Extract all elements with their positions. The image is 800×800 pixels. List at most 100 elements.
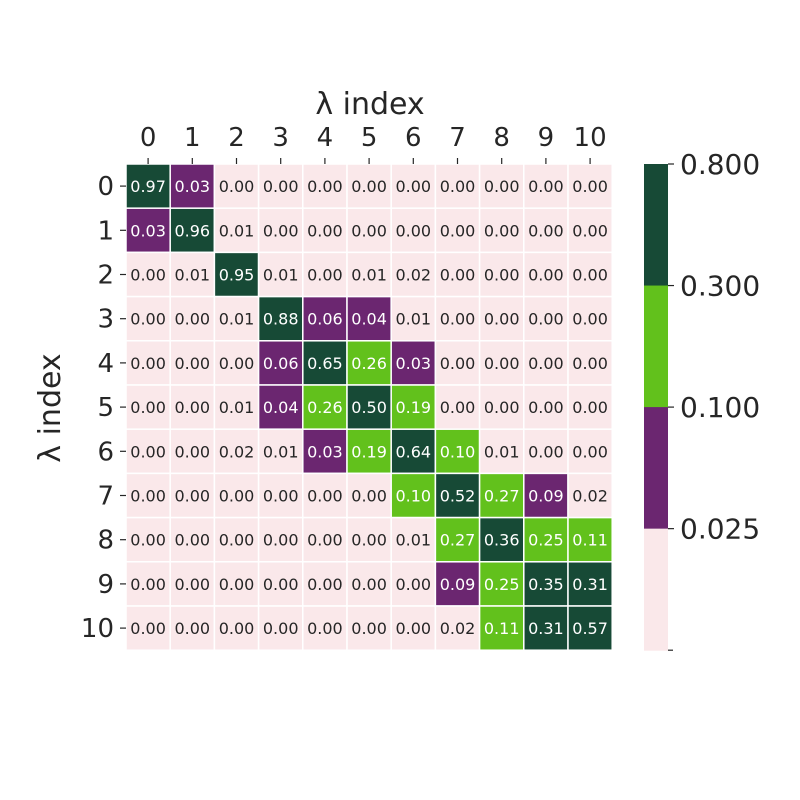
cell-value-label: 0.01 bbox=[351, 266, 387, 285]
cell-value-label: 0.00 bbox=[351, 177, 387, 196]
cell-value-label: 0.06 bbox=[263, 354, 299, 373]
heatmap-cell bbox=[125, 384, 171, 430]
heatmap-cell bbox=[213, 516, 260, 563]
cell-value-label: 0.04 bbox=[351, 310, 387, 329]
heatmap-cell bbox=[302, 605, 348, 651]
cell-value-label: 0.00 bbox=[219, 177, 255, 196]
heatmap-cell bbox=[213, 207, 260, 254]
cell-value-label: 0.00 bbox=[174, 354, 210, 373]
heatmap-cell bbox=[213, 295, 260, 342]
cell-value-label: 0.65 bbox=[307, 354, 343, 373]
cell-value-label: 0.00 bbox=[572, 221, 608, 240]
cell-value-label: 0.00 bbox=[572, 398, 608, 417]
cell-value-label: 0.00 bbox=[351, 619, 387, 638]
cell-value-label: 0.00 bbox=[174, 442, 210, 461]
colorbar-tick-label: 0.025 bbox=[680, 513, 760, 546]
cell-value-label: 0.31 bbox=[528, 619, 564, 638]
cell-value-label: 0.06 bbox=[307, 310, 343, 329]
cell-value-label: 0.00 bbox=[572, 266, 608, 285]
cell-value-label: 0.00 bbox=[484, 354, 520, 373]
y-tick-label: 0 bbox=[97, 172, 114, 202]
cell-value-label: 0.00 bbox=[263, 575, 299, 594]
heatmap-cell bbox=[346, 605, 392, 651]
cell-value-label: 0.00 bbox=[130, 266, 166, 285]
cell-value-label: 0.01 bbox=[263, 266, 299, 285]
colorbar-tick-label: 0.100 bbox=[680, 391, 760, 424]
heatmap-cell bbox=[169, 605, 216, 651]
cell-value-label: 0.01 bbox=[484, 442, 520, 461]
cell-value-label: 0.00 bbox=[219, 487, 255, 506]
heatmap-cell bbox=[567, 561, 613, 607]
colorbar-tick-label: 0.800 bbox=[680, 148, 760, 181]
x-tick-label: 9 bbox=[538, 123, 555, 153]
y-axis-title: λ index bbox=[33, 353, 68, 462]
x-tick-label: 8 bbox=[493, 123, 510, 153]
cell-value-label: 0.00 bbox=[130, 354, 166, 373]
cell-value-label: 0.00 bbox=[440, 266, 476, 285]
heatmap-cell bbox=[257, 472, 304, 519]
y-tick-labels: 0 1 2 3 4 5 6 7 8 9 10 bbox=[81, 172, 126, 644]
heatmap-cell bbox=[213, 340, 260, 386]
heatmap-cell bbox=[434, 163, 481, 209]
cell-value-label: 0.00 bbox=[440, 354, 476, 373]
heatmap-cell bbox=[567, 605, 613, 651]
cell-value-label: 0.01 bbox=[395, 531, 431, 550]
colorbar-segment bbox=[644, 285, 668, 408]
cell-value-label: 0.11 bbox=[484, 619, 520, 638]
cell-value-label: 0.09 bbox=[440, 575, 476, 594]
heatmap-cell bbox=[390, 516, 437, 563]
cell-value-label: 0.00 bbox=[307, 266, 343, 285]
cell-value-label: 0.11 bbox=[572, 531, 608, 550]
heatmap-cell bbox=[125, 428, 171, 475]
heatmap-cell bbox=[169, 428, 216, 475]
x-tick-label: 1 bbox=[184, 123, 201, 153]
cell-value-label: 0.00 bbox=[484, 310, 520, 329]
cell-value-label: 0.00 bbox=[263, 619, 299, 638]
x-tick-label: 7 bbox=[449, 123, 466, 153]
cell-value-label: 0.00 bbox=[130, 487, 166, 506]
heatmap-cell bbox=[346, 340, 392, 386]
heatmap-cell bbox=[434, 605, 481, 651]
cell-value-label: 0.00 bbox=[440, 398, 476, 417]
cell-value-label: 0.00 bbox=[484, 266, 520, 285]
heatmap-cell bbox=[434, 207, 481, 254]
cell-value-label: 0.00 bbox=[307, 619, 343, 638]
heatmap-cell bbox=[567, 251, 613, 298]
cell-value-label: 0.00 bbox=[263, 177, 299, 196]
cell-value-label: 0.00 bbox=[351, 221, 387, 240]
cell-value-label: 0.52 bbox=[440, 487, 476, 506]
cell-value-label: 0.00 bbox=[572, 354, 608, 373]
heatmap-cell bbox=[478, 251, 525, 298]
cell-value-label: 0.00 bbox=[528, 354, 564, 373]
cell-value-label: 0.00 bbox=[307, 177, 343, 196]
x-tick-label: 3 bbox=[272, 123, 289, 153]
heatmap-cell bbox=[213, 428, 260, 475]
heatmap-cell bbox=[567, 340, 613, 386]
cell-value-label: 0.01 bbox=[174, 266, 210, 285]
heatmap-cell bbox=[434, 516, 481, 563]
cell-value-label: 0.01 bbox=[219, 398, 255, 417]
cell-value-label: 0.00 bbox=[130, 619, 166, 638]
heatmap-cell bbox=[346, 207, 392, 254]
cell-value-label: 0.00 bbox=[572, 177, 608, 196]
x-tick-labels: 0 1 2 3 4 5 6 7 8 9 10 bbox=[140, 123, 607, 164]
x-tick-label: 4 bbox=[317, 123, 334, 153]
cell-value-label: 0.00 bbox=[174, 487, 210, 506]
x-tick-label: 6 bbox=[405, 123, 422, 153]
cell-value-label: 0.00 bbox=[528, 266, 564, 285]
heatmap-cell bbox=[125, 516, 171, 563]
cell-value-label: 0.19 bbox=[395, 398, 431, 417]
cell-value-label: 0.27 bbox=[440, 531, 476, 550]
cell-value-label: 0.57 bbox=[572, 619, 608, 638]
heatmap-cell bbox=[478, 340, 525, 386]
colorbar: 0.025 0.100 0.300 0.800 bbox=[644, 148, 760, 651]
colorbar-segment bbox=[644, 407, 668, 530]
cell-value-label: 0.00 bbox=[395, 619, 431, 638]
cell-value-label: 0.64 bbox=[395, 442, 431, 461]
cell-value-label: 0.02 bbox=[572, 487, 608, 506]
heatmap-cell bbox=[390, 428, 437, 475]
cell-value-label: 0.96 bbox=[174, 221, 210, 240]
x-tick-label: 2 bbox=[228, 123, 245, 153]
cell-value-label: 0.03 bbox=[174, 177, 210, 196]
